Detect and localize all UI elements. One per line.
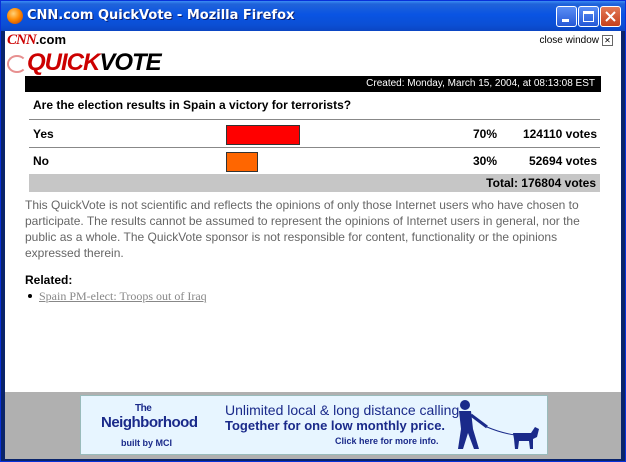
page-content: CNN.com QUICKVOTE close window ✕ Created:… bbox=[5, 31, 621, 459]
close-icon bbox=[605, 11, 616, 22]
ad-click-text: Click here for more info. bbox=[335, 436, 439, 446]
quickvote-logo: QUICKVOTE bbox=[27, 49, 162, 77]
disclaimer-text: This QuickVote is not scientific and ref… bbox=[25, 198, 580, 260]
option-label-yes: Yes bbox=[33, 127, 54, 141]
created-bar: Created: Monday, March 15, 2004, at 08:1… bbox=[25, 76, 601, 92]
ad-headline: Unlimited local & long distance calling. bbox=[225, 402, 464, 418]
ad-brand-name: Neighborhood bbox=[101, 414, 198, 431]
cnn-logo-text: CNN bbox=[7, 32, 37, 48]
footer-ad-area: The Neighborhood built by MCI Unlimited … bbox=[5, 392, 621, 459]
option-label-no: No bbox=[33, 154, 49, 168]
cnn-logo-suffix: .com bbox=[35, 32, 67, 47]
bullet-icon bbox=[28, 293, 32, 298]
dog-walker-icon bbox=[458, 400, 539, 449]
close-window-label: close window bbox=[539, 35, 599, 47]
total-votes: Total: 176804 votes bbox=[29, 174, 600, 192]
poll-question: Are the election results in Spain a vict… bbox=[33, 98, 352, 112]
option-votes-yes: 124110 votes bbox=[522, 127, 597, 141]
quickvote-logo-part2: VOTE bbox=[99, 49, 161, 76]
result-bar-yes bbox=[226, 125, 300, 145]
divider bbox=[29, 147, 600, 148]
option-percent-yes: 70% bbox=[472, 127, 497, 141]
firefox-icon bbox=[7, 8, 23, 24]
close-window-link[interactable]: close window ✕ bbox=[540, 35, 613, 46]
cnn-logo: CNN.com bbox=[7, 32, 66, 49]
maximize-icon bbox=[583, 11, 594, 22]
window-title: CNN.com QuickVote - Mozilla Firefox bbox=[27, 8, 295, 23]
divider bbox=[29, 119, 600, 120]
ad-subheadline: Together for one low monthly price. bbox=[225, 418, 446, 433]
related-list-item: Spain PM-elect: Troops out of Iraq bbox=[25, 289, 207, 304]
ad-built-by: built by MCI bbox=[121, 438, 172, 448]
close-window-x-icon: ✕ bbox=[602, 35, 613, 46]
title-bar[interactable]: CNN.com QuickVote - Mozilla Firefox bbox=[1, 1, 625, 31]
related-link[interactable]: Spain PM-elect: Troops out of Iraq bbox=[39, 289, 207, 303]
minimize-icon bbox=[562, 19, 569, 22]
mci-ad-banner[interactable]: The Neighborhood built by MCI Unlimited … bbox=[80, 395, 548, 455]
option-percent-no: 30% bbox=[472, 154, 497, 168]
option-votes-no: 52694 votes bbox=[528, 154, 597, 168]
quickvote-logo-part1: QUICK bbox=[27, 49, 100, 76]
quickvote-swoosh-icon bbox=[7, 55, 27, 73]
result-bar-no bbox=[226, 152, 258, 172]
maximize-button[interactable] bbox=[578, 6, 599, 27]
minimize-button[interactable] bbox=[556, 6, 577, 27]
close-button[interactable] bbox=[600, 6, 621, 27]
related-heading: Related: bbox=[25, 273, 73, 287]
ad-brand-the: The bbox=[135, 403, 152, 414]
